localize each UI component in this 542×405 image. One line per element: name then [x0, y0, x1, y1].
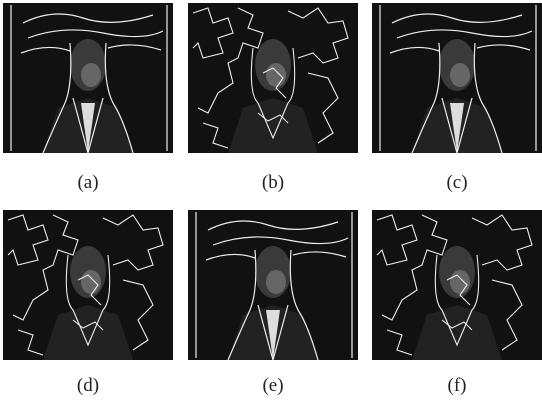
image-panel	[188, 210, 358, 360]
image-panel	[188, 3, 358, 153]
image-panel	[372, 3, 542, 153]
figure-panels	[0, 0, 542, 405]
caption: (f)	[372, 375, 542, 397]
caption: (a)	[3, 172, 173, 194]
caption: (b)	[188, 172, 358, 194]
caption: (c)	[372, 172, 542, 194]
image-panel	[372, 210, 542, 360]
image-panel	[3, 3, 173, 153]
image-panel	[3, 210, 173, 360]
figure: (a) (b) (c) (d) (e) (f)	[0, 0, 542, 405]
caption: (e)	[188, 375, 358, 397]
caption: (d)	[3, 375, 173, 397]
